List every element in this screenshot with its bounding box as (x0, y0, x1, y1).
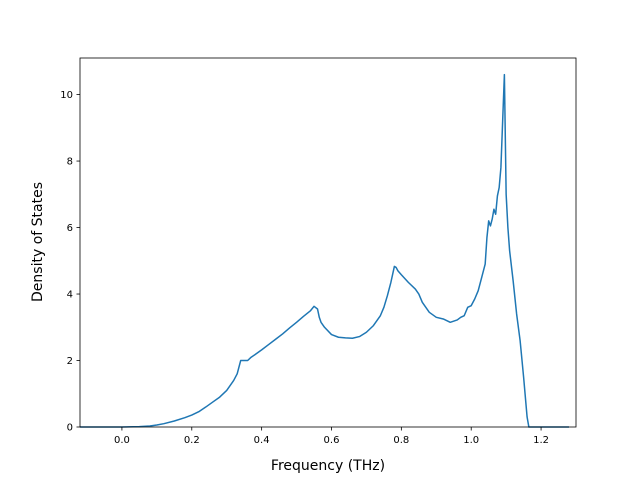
x-tick-label: 0.2 (184, 435, 200, 446)
y-tick-label: 0 (67, 423, 73, 434)
x-axis-ticks: 0.0 0.2 0.4 0.6 0.8 1.0 1.2 (114, 427, 549, 446)
y-tick-label: 8 (67, 157, 73, 168)
x-axis-label: Frequency (THz) (271, 458, 385, 474)
y-tick-label: 2 (67, 356, 73, 367)
plot-area (80, 73, 570, 428)
y-axis-ticks: 0 2 4 6 8 10 (60, 90, 80, 434)
x-tick-label: 1.0 (463, 435, 479, 446)
y-axis-label: Density of States (30, 182, 46, 302)
y-tick-label: 6 (67, 223, 73, 234)
y-tick-label: 4 (67, 290, 73, 301)
axes-frame (79, 57, 577, 428)
x-tick-label: 0.6 (324, 435, 340, 446)
x-tick-label: 0.8 (393, 435, 409, 446)
y-tick-label: 10 (60, 90, 73, 101)
x-tick-label: 0.0 (114, 435, 130, 446)
x-tick-label: 1.2 (533, 435, 549, 446)
x-tick-label: 0.4 (254, 435, 270, 446)
series-line-0 (80, 73, 570, 428)
